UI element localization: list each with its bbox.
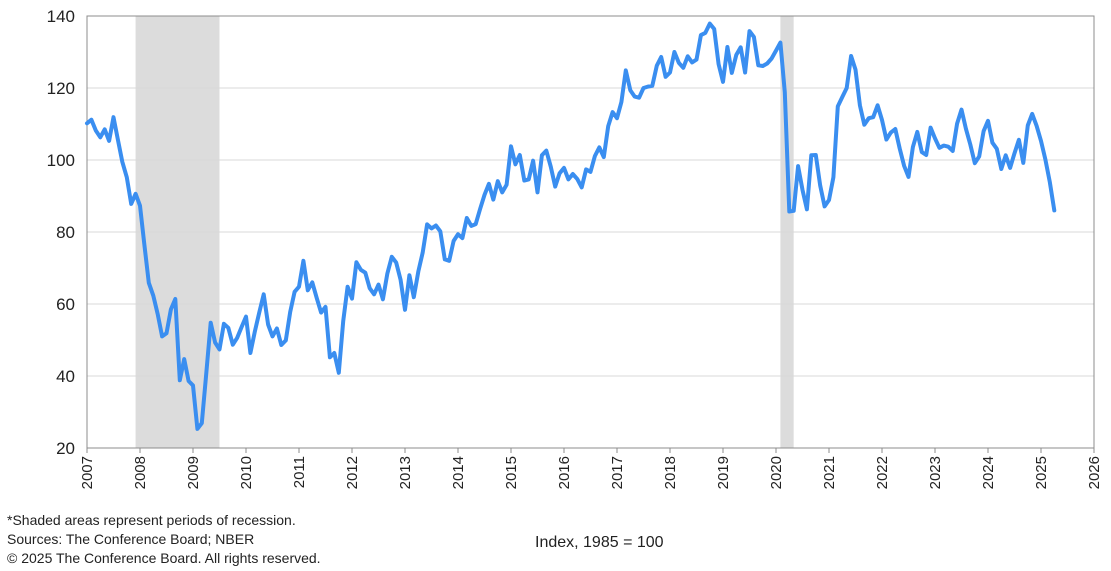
x-tick-label: 2012 [344, 456, 361, 489]
x-tick-label: 2024 [980, 456, 997, 489]
x-tick-label: 2010 [238, 456, 255, 489]
x-tick-label: 2018 [662, 456, 679, 489]
x-tick-label: 2016 [556, 456, 573, 489]
x-tick-label: 2008 [132, 456, 149, 489]
x-tick-label: 2009 [185, 456, 202, 489]
series-line [85, 21, 1057, 431]
unit-label: Index, 1985 = 100 [535, 534, 664, 551]
x-tick-label: 2015 [503, 456, 520, 489]
x-tick-label: 2021 [821, 456, 838, 489]
footnote-sources: Sources: The Conference Board; NBER [7, 531, 255, 547]
x-tick-label: 2017 [609, 456, 626, 489]
y-tick-label: 20 [56, 439, 75, 458]
y-tick-label: 120 [47, 79, 75, 98]
plot-frame [86, 15, 1095, 449]
x-tick-label: 2025 [1033, 456, 1050, 489]
x-tick-label: 2020 [768, 456, 785, 489]
footnote-shaded: *Shaded areas represent periods of reces… [7, 512, 296, 528]
x-tick-label: 2013 [397, 456, 414, 489]
y-tick-label: 100 [47, 151, 75, 170]
x-tick-label: 2014 [450, 456, 467, 489]
footnote-copyright: © 2025 The Conference Board. All rights … [7, 550, 321, 566]
x-tick-label: 2022 [874, 456, 891, 489]
x-tick-label: 2011 [291, 456, 308, 488]
y-tick-label: 60 [56, 295, 75, 314]
x-tick-label: 2023 [927, 456, 944, 489]
x-tick-label: 2019 [715, 456, 732, 489]
y-tick-label: 40 [56, 367, 75, 386]
y-tick-label: 140 [47, 7, 75, 26]
x-tick-label: 2007 [79, 456, 96, 489]
x-tick-label: 2026 [1086, 456, 1103, 489]
y-tick-label: 80 [56, 223, 75, 242]
